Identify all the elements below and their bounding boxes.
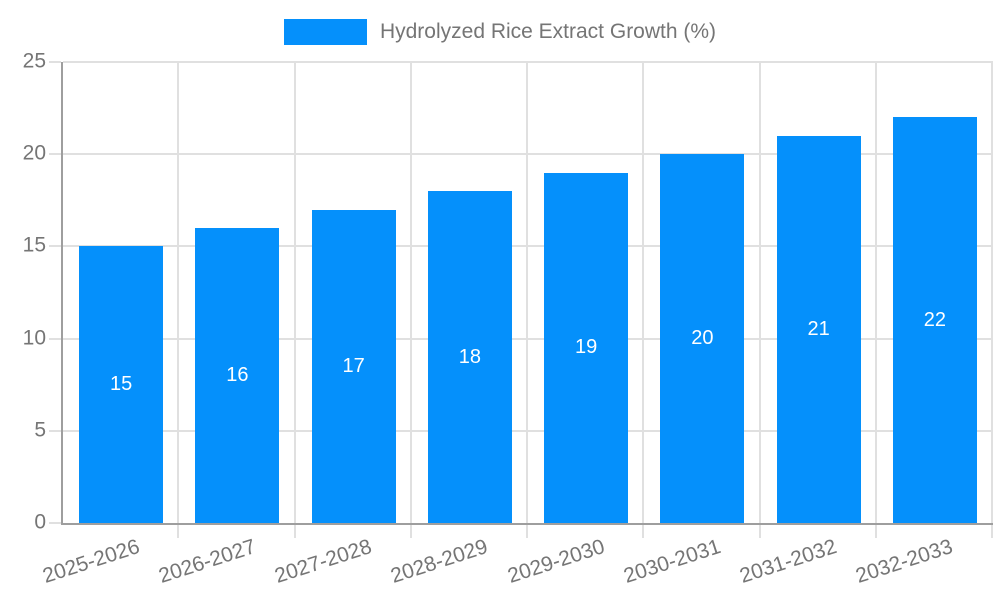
bar: 20 <box>660 154 745 523</box>
x-gridline <box>177 62 180 523</box>
y-axis-tick <box>49 337 61 340</box>
bar: 15 <box>79 246 164 523</box>
y-axis-tick <box>49 522 61 524</box>
bar-value-label: 16 <box>226 363 249 386</box>
x-gridline <box>758 62 761 523</box>
bar-value-label: 18 <box>458 345 481 368</box>
bar: 21 <box>776 135 861 523</box>
plot-area: 0 5 10 15 20 25 15 2025-2026 16 2026-2027 17 2027-2… <box>23 50 993 588</box>
bar-value-label: 22 <box>923 308 946 331</box>
legend-label: Hydrolyzed Rice Extract Growth (%) <box>379 20 717 43</box>
bar-value-label: 15 <box>110 373 133 396</box>
x-axis-tick <box>991 523 993 538</box>
y-axis-line <box>61 62 63 523</box>
x-axis-tick-label: 2028-2029 <box>388 535 491 588</box>
x-axis-tick-label: 2026-2027 <box>155 535 259 588</box>
bar-value-label: 21 <box>807 317 830 340</box>
x-axis-tick <box>758 523 761 538</box>
x-gridline <box>874 62 877 523</box>
x-axis-tick <box>177 523 180 538</box>
y-axis-tick-label: 20 <box>22 141 46 165</box>
y-axis-tick <box>49 429 61 432</box>
legend: Hydrolyzed Rice Extract Growth (%) <box>0 19 1000 45</box>
x-gridline <box>409 62 412 523</box>
bar-value-label: 20 <box>691 327 714 350</box>
x-axis-tick-label: 2031-2032 <box>737 535 840 588</box>
bar: 17 <box>311 209 396 523</box>
x-gridline <box>642 62 645 523</box>
bar: 22 <box>892 117 977 523</box>
x-axis-line <box>61 523 993 525</box>
x-axis-tick <box>293 523 296 538</box>
legend-swatch <box>283 19 367 45</box>
x-axis-tick-label: 2027-2028 <box>272 535 375 588</box>
x-axis-tick <box>874 523 877 538</box>
y-axis-tick-label: 0 <box>34 510 46 534</box>
bar: 16 <box>195 227 280 523</box>
y-gridline <box>63 337 993 340</box>
y-gridline <box>63 429 993 432</box>
y-axis-tick <box>49 61 61 63</box>
x-axis-tick <box>409 523 412 538</box>
bar: 19 <box>544 172 629 523</box>
x-axis-tick-label: 2030-2031 <box>620 535 724 588</box>
y-gridline <box>63 245 993 248</box>
x-axis-tick-label: 2032-2033 <box>853 535 956 588</box>
bar-value-label: 19 <box>575 336 598 359</box>
y-axis-tick <box>49 153 61 156</box>
x-gridline <box>293 62 296 523</box>
x-gridline <box>991 62 993 523</box>
bar-value-label: 17 <box>342 354 365 377</box>
y-axis-tick-label: 15 <box>22 233 46 257</box>
y-gridline <box>63 61 993 63</box>
y-gridline <box>63 153 993 156</box>
x-gridline <box>526 62 528 523</box>
y-axis-tick-label: 10 <box>22 326 46 350</box>
x-axis-tick <box>526 523 528 538</box>
x-axis-tick-label: 2029-2030 <box>504 535 608 588</box>
y-axis-tick-label: 25 <box>22 49 46 73</box>
bar: 18 <box>427 191 512 523</box>
x-axis-tick-label: 2025-2026 <box>39 535 143 588</box>
x-axis-tick <box>642 523 645 538</box>
y-axis-tick <box>49 245 61 248</box>
y-axis-tick-label: 5 <box>34 418 46 442</box>
